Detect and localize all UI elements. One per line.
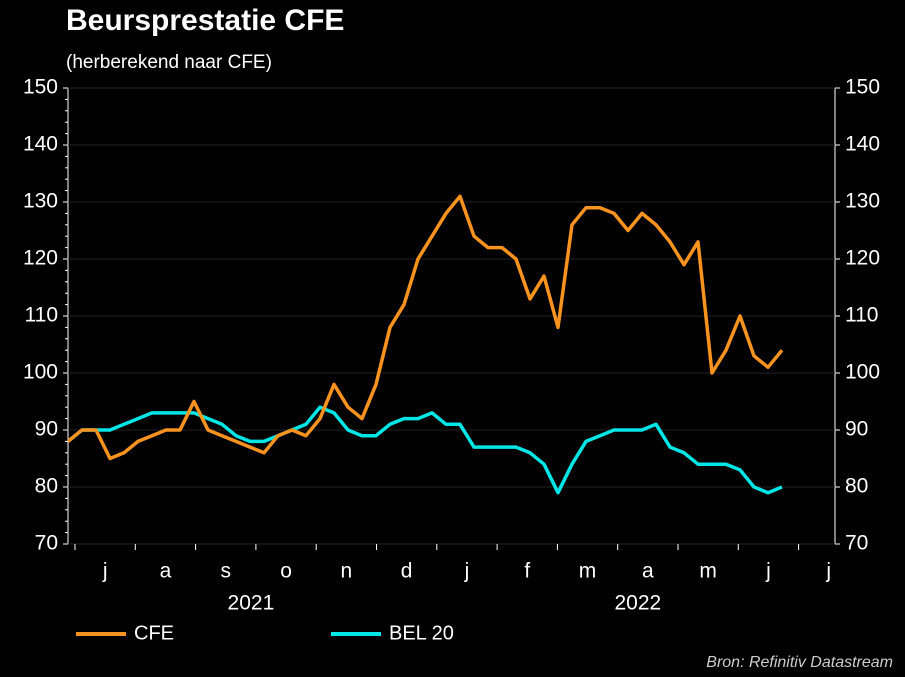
y-tick-label: 110 <box>25 304 58 327</box>
x-tick-label: j <box>464 560 470 583</box>
y-tick-label: 100 <box>23 361 58 384</box>
y-tick-label: 90 <box>35 418 58 441</box>
y-tick-label: 110 <box>845 304 878 327</box>
series-line <box>66 194 784 461</box>
x-tick-label: o <box>280 560 292 583</box>
y-tick-label: 150 <box>845 76 880 99</box>
x-tick-label: d <box>401 560 413 583</box>
source-note: Bron: Refinitiv Datastream <box>706 654 893 671</box>
y-tick-label: 130 <box>845 190 880 213</box>
x-tick-label: m <box>579 560 597 583</box>
year-label: 2022 <box>614 592 661 615</box>
y-tick-label: 100 <box>845 361 880 384</box>
y-tick-label: 80 <box>35 475 58 498</box>
y-tick-label: 120 <box>845 247 880 270</box>
y-tick-label: 90 <box>845 418 868 441</box>
x-tick-label: j <box>765 560 771 583</box>
legend-label: BEL 20 <box>389 622 454 644</box>
x-tick-label: n <box>341 560 353 583</box>
x-tick-label: j <box>825 560 831 583</box>
x-tick-label: a <box>160 560 172 583</box>
y-tick-label: 70 <box>845 532 868 555</box>
x-tick-label: f <box>524 560 530 583</box>
y-tick-label: 70 <box>35 532 58 555</box>
y-tick-label: 130 <box>23 190 58 213</box>
y-tick-label: 120 <box>23 247 58 270</box>
chart-subtitle: (herberekend naar CFE) <box>66 52 272 73</box>
y-tick-label: 140 <box>845 133 880 156</box>
legend-label: CFE <box>134 622 174 644</box>
year-label: 2021 <box>228 592 275 615</box>
chart-title: Beursprestatie CFE <box>66 4 344 37</box>
x-tick-label: a <box>642 560 654 583</box>
x-tick-label: m <box>699 560 717 583</box>
y-tick-label: 140 <box>23 133 58 156</box>
y-tick-label: 150 <box>23 76 58 99</box>
x-tick-label: j <box>102 560 108 583</box>
x-tick-label: s <box>221 560 232 583</box>
y-tick-label: 80 <box>845 475 868 498</box>
